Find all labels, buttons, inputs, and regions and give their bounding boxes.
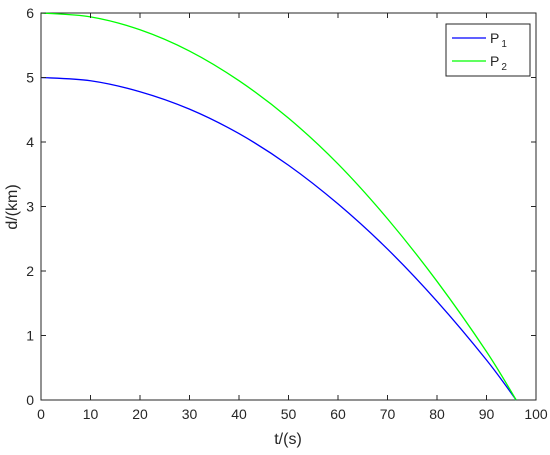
x-axis-ticks: 0 10 20 30 40 50 60 70 80 90 100: [37, 13, 548, 422]
x-tick-label: 30: [182, 406, 198, 422]
plot-area-frame: [40, 12, 537, 401]
y-tick-label: 2: [26, 263, 34, 279]
x-tick-label: 90: [479, 406, 495, 422]
legend-label-subscript: 1: [501, 39, 507, 50]
y-tick-label: 4: [26, 134, 34, 150]
x-tick-label: 50: [281, 406, 297, 422]
x-axis-label: t/(s): [274, 431, 302, 448]
y-axis-ticks: 0 1 2 3 4 5 6: [26, 5, 536, 408]
y-tick-label: 1: [26, 328, 34, 344]
y-tick-label: 0: [26, 392, 34, 408]
series-line-2: [40, 12, 517, 401]
y-axis-label: d/(km): [4, 184, 21, 229]
series-line-1: [40, 76, 517, 401]
legend-label-main: P: [490, 30, 499, 46]
legend-label-main: P: [490, 53, 499, 69]
x-tick-label: 0: [37, 406, 45, 422]
x-tick-label: 10: [83, 406, 99, 422]
x-tick-label: 100: [524, 406, 548, 422]
x-tick-label: 20: [132, 406, 148, 422]
x-tick-label: 80: [429, 406, 445, 422]
x-tick-label: 40: [231, 406, 247, 422]
x-tick-label: 70: [380, 406, 396, 422]
y-tick-label: 6: [26, 5, 34, 21]
y-tick-label: 5: [26, 70, 34, 86]
legend: P 1P 2: [445, 23, 531, 77]
x-tick-label: 60: [330, 406, 346, 422]
y-tick-label: 3: [26, 199, 34, 215]
legend-label-subscript: 2: [501, 62, 507, 73]
legend-box: [445, 23, 531, 77]
series-layer: [40, 12, 517, 401]
